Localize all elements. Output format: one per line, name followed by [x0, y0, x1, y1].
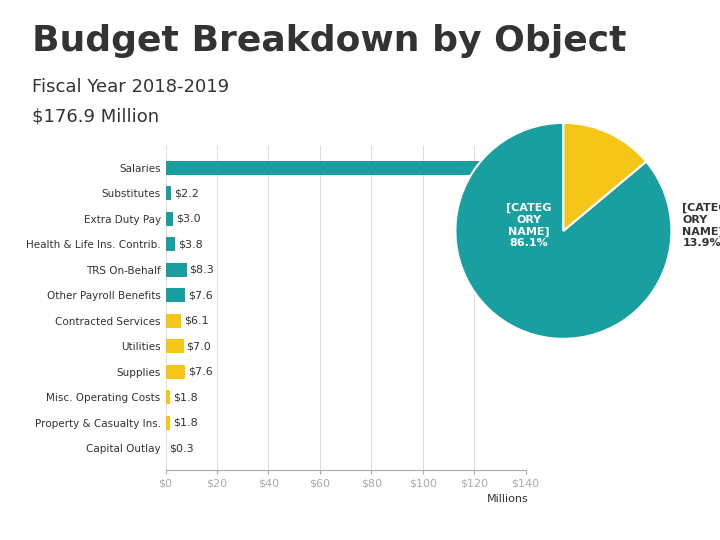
Text: $2.2: $2.2 — [174, 188, 199, 198]
Bar — [166, 262, 187, 276]
Text: $1.8: $1.8 — [173, 392, 197, 402]
Bar — [166, 212, 174, 226]
Text: $176.9 Million: $176.9 Million — [32, 108, 160, 126]
Text: $3.8: $3.8 — [178, 239, 203, 249]
Text: $7.6: $7.6 — [188, 367, 212, 376]
Bar — [166, 314, 181, 328]
Text: [CATEG
ORY
NAME]
13.9%: [CATEG ORY NAME] 13.9% — [683, 203, 720, 248]
Text: Fiscal Year 2018-2019: Fiscal Year 2018-2019 — [32, 78, 230, 96]
Text: $6.1: $6.1 — [184, 315, 209, 326]
Text: 19: 19 — [679, 514, 698, 528]
Text: $8.3: $8.3 — [189, 265, 215, 274]
Bar — [166, 364, 185, 379]
Wedge shape — [563, 123, 646, 231]
Text: Budget Breakdown by Object: Budget Breakdown by Object — [32, 24, 627, 58]
Text: PEARLAND INDEPENDENT SCHOOL DISTRICT: PEARLAND INDEPENDENT SCHOOL DISTRICT — [29, 516, 305, 525]
Bar — [166, 416, 170, 430]
Text: $3.0: $3.0 — [176, 213, 200, 224]
Text: $7.0: $7.0 — [186, 341, 211, 351]
Text: $127.5: $127.5 — [496, 163, 535, 173]
Bar — [166, 160, 493, 174]
Bar — [166, 237, 176, 251]
Bar — [166, 390, 170, 404]
Text: $1.8: $1.8 — [173, 417, 197, 428]
Bar — [166, 339, 184, 353]
Text: $7.6: $7.6 — [188, 290, 212, 300]
Text: $0.3: $0.3 — [169, 443, 194, 453]
Bar — [166, 186, 171, 200]
Text: [CATEG
ORY
NAME]
86.1%: [CATEG ORY NAME] 86.1% — [506, 203, 552, 248]
Bar — [166, 288, 185, 302]
Text: Millions: Millions — [487, 494, 528, 504]
Wedge shape — [456, 123, 671, 339]
